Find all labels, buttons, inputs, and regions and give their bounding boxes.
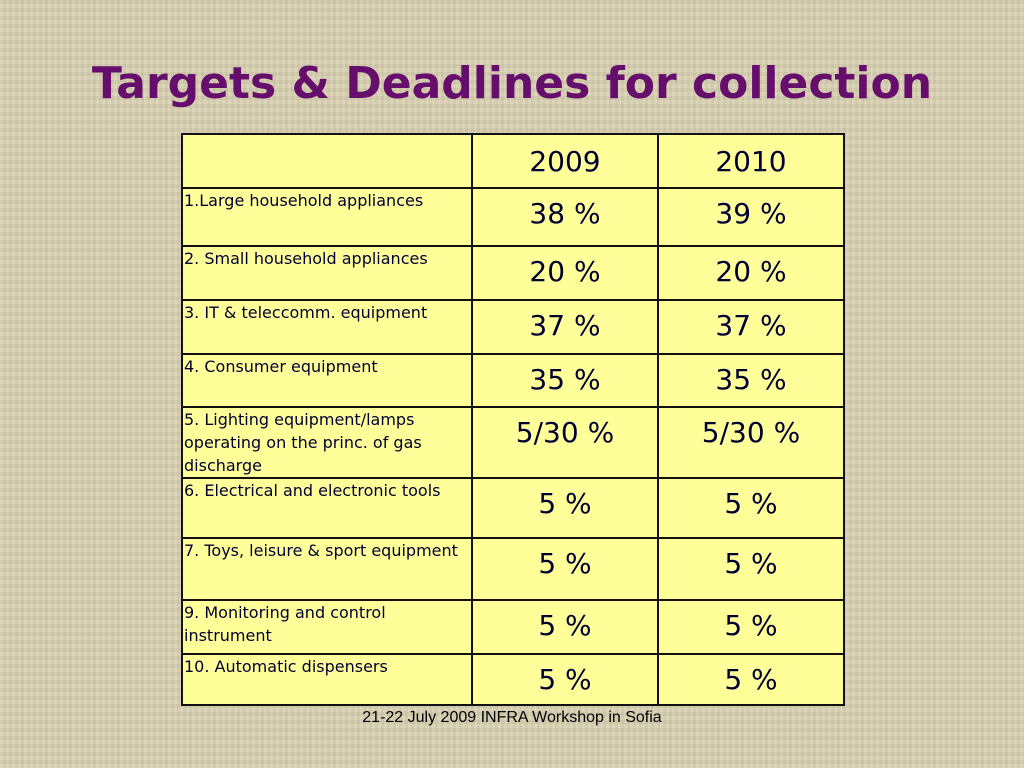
target-cell: 5 %	[471, 653, 659, 706]
row-label: 2. Small household appliances	[181, 245, 473, 301]
table-row: 1.Large household appliances 38 % 39 %	[181, 187, 845, 247]
target-cell: 5 %	[657, 599, 845, 655]
column-header: 2010	[657, 133, 845, 189]
slide-title: Targets & Deadlines for collection	[91, 58, 933, 109]
target-cell: 5 %	[657, 653, 845, 706]
target-cell: 5/30 %	[471, 406, 659, 479]
column-header: 2009	[471, 133, 659, 189]
target-cell: 5 %	[471, 477, 659, 539]
table-row: 9. Monitoring and control instrument 5 % 5…	[181, 599, 845, 655]
row-label: 3. IT & teleccomm. equipment	[181, 299, 473, 355]
table-row: 7. Toys, leisure & sport equipment 5 % 5 %	[181, 537, 845, 601]
target-cell: 37 %	[657, 299, 845, 355]
table-row: 6. Electrical and electronic tools 5 % 5 %	[181, 477, 845, 539]
table-row: 3. IT & teleccomm. equipment 37 % 37 %	[181, 299, 845, 355]
row-label: 7. Toys, leisure & sport equipment	[181, 537, 473, 601]
row-label: 9. Monitoring and control instrument	[181, 599, 473, 655]
target-cell: 5/30 %	[657, 406, 845, 479]
target-cell: 35 %	[657, 353, 845, 408]
footer: 21-22 July 2009 INFRA Workshop in Sofia	[362, 709, 662, 726]
row-label: 10. Automatic dispensers	[181, 653, 473, 706]
target-cell: 37 %	[471, 299, 659, 355]
target-cell: 5 %	[657, 537, 845, 601]
row-label: 1.Large household appliances	[181, 187, 473, 247]
target-cell: 35 %	[471, 353, 659, 408]
row-label: 4. Consumer equipment	[181, 353, 473, 408]
target-cell: 20 %	[471, 245, 659, 301]
table-row: 2. Small household appliances 20 % 20 %	[181, 245, 845, 301]
row-label: 6. Electrical and electronic tools	[181, 477, 473, 539]
row-label: 5. Lighting equipment/lamps operating on…	[181, 406, 473, 479]
target-cell: 5 %	[657, 477, 845, 539]
table-row: 5. Lighting equipment/lamps operating on…	[181, 406, 845, 479]
table-row: 4. Consumer equipment 35 % 35 %	[181, 353, 845, 408]
header-row: 2009 2010	[181, 133, 845, 189]
table-row: 10. Automatic dispensers 5 % 5 %	[181, 653, 845, 706]
target-cell: 5 %	[471, 537, 659, 601]
corner-cell	[181, 133, 473, 189]
targets-table: 2009 2010 1.Large household appliances 38 %…	[181, 133, 845, 706]
target-cell: 39 %	[657, 187, 845, 247]
target-cell: 38 %	[471, 187, 659, 247]
target-cell: 5 %	[471, 599, 659, 655]
target-cell: 20 %	[657, 245, 845, 301]
